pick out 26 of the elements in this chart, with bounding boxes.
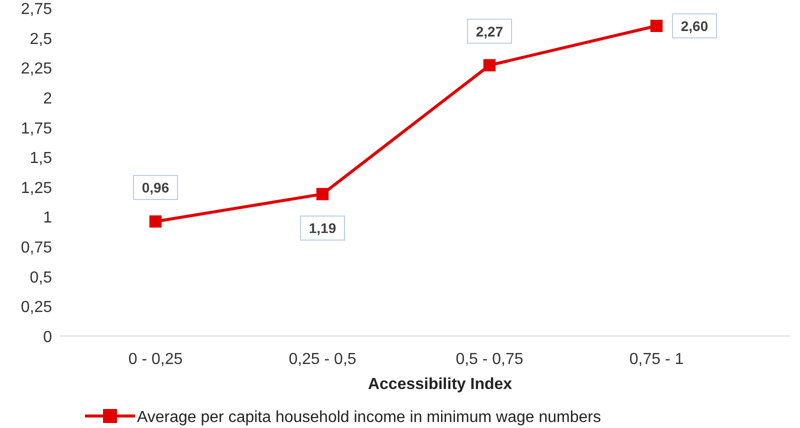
y-tick-label: 0,75 (20, 240, 52, 257)
point (149, 215, 162, 228)
legend-label: Average per capita household income in minimum wage numbers (137, 409, 601, 426)
point (650, 20, 663, 32)
y-tick-label: 2,75 (20, 1, 52, 18)
y-tick-label: 1,75 (20, 120, 52, 138)
y-tick-label: 2 (43, 90, 52, 108)
x-tick-label: 0 - 0,25 (128, 351, 183, 368)
x-tick-label: 0,75 - 1 (629, 351, 684, 368)
point (316, 188, 329, 200)
data-label: 2,27 (476, 23, 504, 40)
x-tick-label: 0,5 - 0,75 (456, 351, 524, 368)
y-tick-label: 2,5 (30, 30, 52, 48)
data-label: 0,96 (142, 180, 170, 196)
data-label: 2,60 (680, 18, 708, 34)
data-label: 1,19 (308, 220, 336, 236)
y-tick-label: 0 (43, 329, 52, 346)
y-tick-label: 1,25 (20, 180, 52, 197)
y-tick-label: 0,25 (20, 299, 52, 316)
y-tick-label: 1,5 (30, 150, 52, 168)
point (483, 59, 496, 72)
x-axis-title: Accessibility Index (368, 376, 512, 393)
y-tick-label: 1 (43, 210, 52, 227)
y-tick-label: 0,5 (30, 269, 52, 286)
x-tick-label: 0,25 - 0,5 (288, 351, 356, 368)
y-tick-label: 2,25 (20, 60, 52, 78)
